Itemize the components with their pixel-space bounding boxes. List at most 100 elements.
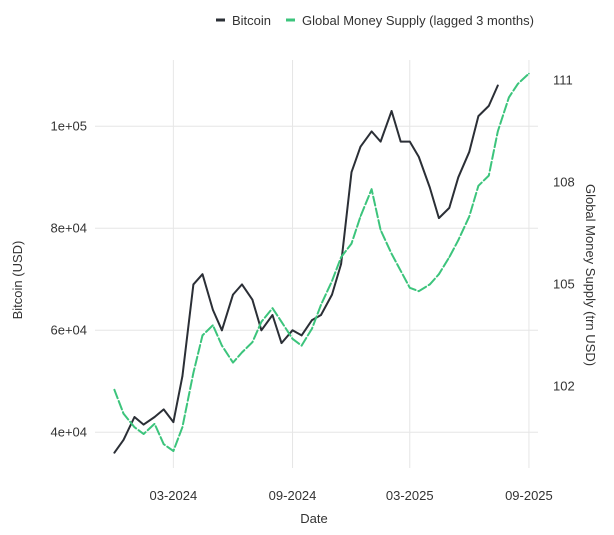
money-supply-point (201, 334, 204, 337)
bitcoin-point (390, 110, 393, 112)
left-tick-label: 8e+04 (50, 220, 87, 235)
x-tick-label: 03-2024 (150, 488, 198, 503)
bitcoin-point (212, 309, 214, 311)
left-tick-label: 6e+04 (50, 322, 87, 337)
money-supply-point (241, 351, 243, 354)
bitcoin-point (429, 186, 431, 189)
bitcoin-point (142, 423, 145, 426)
bitcoin-point (311, 319, 313, 321)
money-supply-point (457, 239, 460, 241)
right-tick-label: 105 (553, 276, 575, 291)
money-supply-point (438, 273, 440, 276)
x-tick-label: 03-2025 (386, 488, 434, 503)
money-supply-point (399, 270, 402, 272)
money-supply-point (448, 256, 451, 259)
bitcoin-point (241, 283, 243, 286)
money-supply-point (153, 423, 156, 425)
money-supply-point (340, 256, 342, 259)
x-axis-ticks: 03-2024 09-2024 03-2025 09-2025 (150, 488, 553, 503)
money-supply-point (379, 229, 382, 231)
money-supply-point (311, 327, 313, 330)
x-axis-title: Date (300, 511, 327, 526)
bitcoin-point (350, 171, 353, 173)
bitcoin-point (251, 298, 254, 301)
bitcoin-point (438, 217, 440, 219)
legend-label-bitcoin: Bitcoin (232, 13, 271, 28)
money-supply-point (300, 344, 303, 347)
bitcoin-point (448, 207, 451, 209)
money-supply-point (251, 341, 254, 344)
bitcoin-point (497, 84, 499, 87)
money-supply-point (181, 426, 184, 429)
left-tick-label: 4e+04 (50, 424, 87, 439)
money-supply-point (331, 280, 333, 282)
money-supply-line (113, 72, 530, 452)
bitcoin-point (291, 329, 294, 332)
left-axis-title: Bitcoin (USD) (10, 241, 25, 320)
x-tick-label: 09-2024 (269, 488, 317, 503)
x-tick-label: 09-2025 (505, 488, 553, 503)
bitcoin-point (181, 375, 184, 378)
money-supply-point (528, 72, 530, 75)
money-supply-point (488, 174, 490, 177)
money-supply-point (280, 321, 283, 323)
money-supply-point (192, 372, 195, 374)
right-tick-label: 102 (553, 378, 575, 393)
money-supply-point (497, 130, 499, 133)
left-axis-ticks: 4e+04 6e+04 8e+04 1e+05 (50, 118, 87, 439)
money-supply-point (359, 215, 362, 218)
bitcoin-point (172, 421, 175, 423)
money-supply-point (291, 338, 294, 340)
bitcoin-point (201, 273, 204, 276)
bitcoin-point (260, 329, 263, 332)
money-supply-point (122, 412, 125, 415)
left-tick-label: 1e+05 (50, 118, 87, 133)
bitcoin-point (162, 408, 165, 411)
money-supply-point (133, 426, 136, 429)
bitcoin-point (192, 283, 195, 286)
bitcoin-point (340, 263, 342, 265)
bitcoin-point (468, 151, 471, 153)
money-supply-point (142, 433, 145, 435)
bitcoin-point (331, 293, 333, 296)
bitcoin-point (457, 176, 460, 179)
gridlines (95, 60, 538, 468)
money-supply-point (468, 215, 471, 218)
bitcoin-point (399, 140, 402, 143)
bitcoin-line (113, 84, 499, 454)
bitcoin-point (133, 416, 136, 418)
money-supply-point (271, 307, 274, 310)
money-supply-point (113, 389, 116, 391)
bitcoin-point (300, 334, 303, 337)
right-tick-label: 108 (553, 174, 575, 189)
bitcoin-point (359, 145, 362, 148)
money-supply-point (390, 253, 393, 255)
bitcoin-point (409, 140, 411, 143)
bitcoin-point (122, 439, 125, 441)
money-supply-point (232, 361, 234, 364)
money-supply-point (162, 443, 165, 446)
bitcoin-point (113, 451, 116, 454)
money-supply-point (320, 304, 322, 306)
money-supply-point (212, 324, 214, 327)
money-supply-point (172, 450, 175, 452)
bitcoin-point (271, 314, 274, 316)
money-supply-point (477, 185, 480, 187)
money-supply-point (517, 83, 519, 85)
money-supply-point (221, 344, 223, 347)
right-axis-title: Global Money Supply (trn USD) (583, 184, 598, 366)
bitcoin-point (477, 115, 480, 117)
right-axis-ticks: 102 105 108 111 (553, 72, 575, 393)
bitcoin-point (418, 156, 420, 158)
bitcoin-point (153, 416, 156, 418)
bitcoin-point (320, 314, 322, 316)
money-supply-point (260, 321, 263, 323)
money-supply-point (418, 290, 420, 293)
money-supply-point (350, 242, 353, 245)
legend: Bitcoin Global Money Supply (lagged 3 mo… (216, 13, 534, 28)
money-supply-point (508, 96, 510, 99)
series-lines (113, 72, 530, 454)
right-tick-label: 111 (553, 72, 573, 87)
money-supply-point (409, 287, 411, 289)
